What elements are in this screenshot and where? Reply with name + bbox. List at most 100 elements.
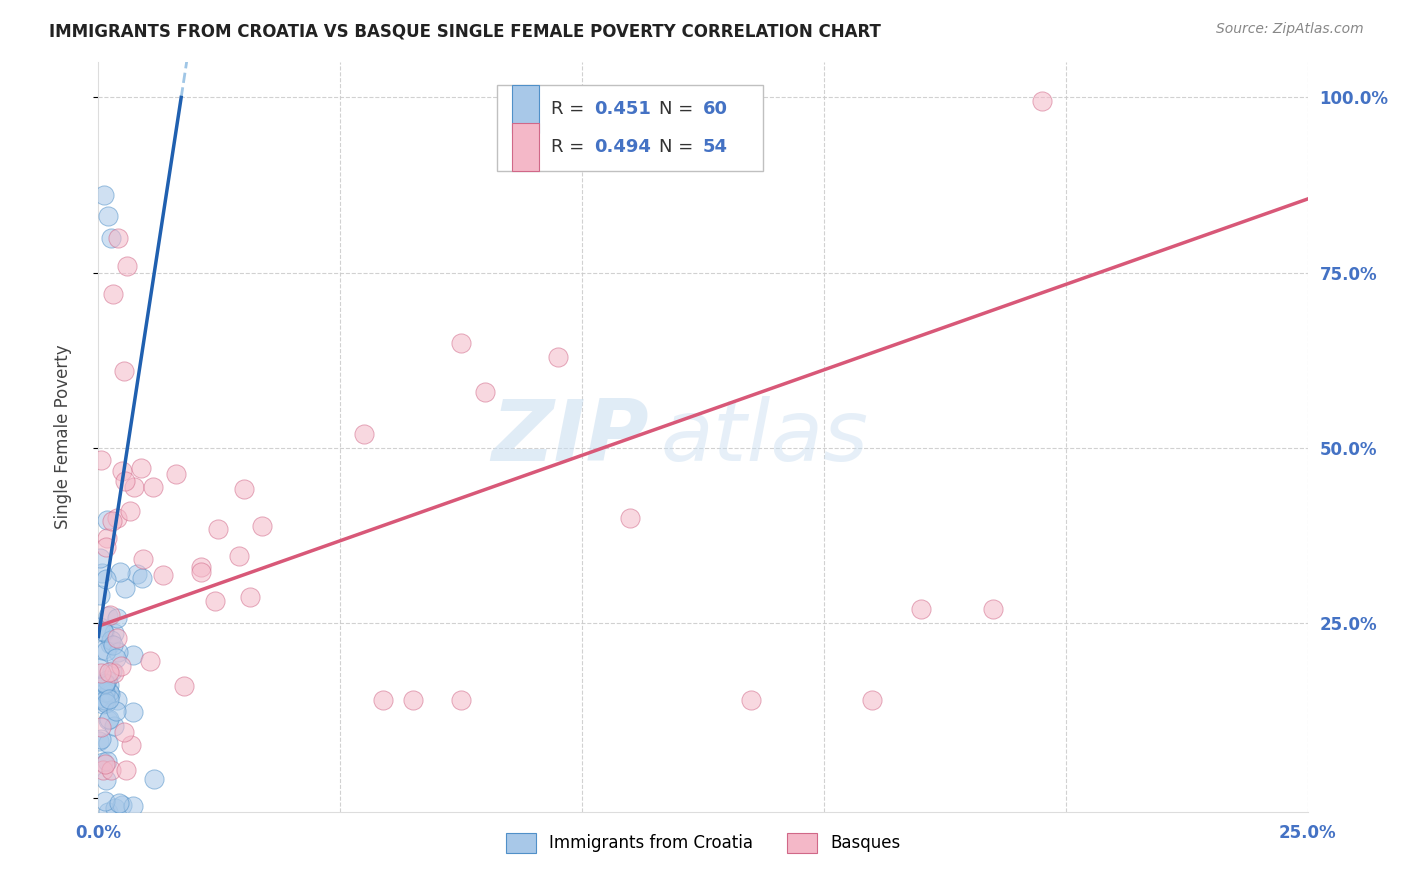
Point (100, 763, 122, 777)
Point (142, 772, 165, 786)
Point (93, 677, 115, 691)
Point (118, 504, 141, 518)
Point (910, 601, 932, 615)
Point (98, 685, 121, 699)
Point (122, 648, 145, 663)
Point (90, 666, 112, 681)
Point (93, 624, 115, 639)
Point (93, 188, 115, 202)
Point (96, 673, 118, 687)
Point (107, 230, 129, 244)
Point (111, 464, 134, 478)
Point (1031, 94, 1053, 108)
Point (97, 713, 120, 727)
Text: R =: R = (551, 138, 589, 156)
Point (117, 259, 139, 273)
FancyBboxPatch shape (512, 122, 538, 171)
Point (115, 763, 138, 777)
Point (103, 625, 125, 640)
Point (105, 704, 128, 718)
Point (97, 805, 120, 820)
Point (121, 705, 143, 719)
Point (547, 350, 569, 364)
Point (96, 531, 118, 545)
Point (111, 797, 134, 812)
Point (94, 540, 117, 554)
Point (94, 757, 117, 772)
Point (96, 754, 118, 768)
Point (114, 581, 136, 595)
Point (90, 642, 112, 657)
Point (114, 474, 136, 488)
Point (353, 426, 375, 441)
Point (105, 693, 128, 707)
Point (94, 794, 117, 808)
Y-axis label: Single Female Poverty: Single Female Poverty (53, 345, 72, 529)
Point (127, 566, 149, 581)
Point (94, 685, 117, 699)
Point (98, 607, 121, 622)
Point (132, 552, 155, 566)
Point (96, 772, 118, 787)
Point (97, 678, 120, 692)
Point (252, 519, 274, 533)
Text: N =: N = (659, 100, 699, 118)
Point (105, 510, 128, 524)
Point (90, 452, 112, 467)
Point (90, 720, 112, 734)
Point (97, 665, 120, 680)
Point (100, 230, 122, 244)
Point (105, 611, 128, 625)
Point (87, 691, 110, 706)
Point (94, 675, 117, 690)
Point (105, 631, 128, 645)
Point (94, 692, 117, 706)
Point (103, 719, 125, 733)
Point (122, 480, 145, 494)
FancyBboxPatch shape (512, 85, 538, 134)
Point (91, 624, 114, 639)
Point (89, 588, 111, 602)
Point (108, 565, 131, 579)
Point (90, 692, 112, 706)
Point (101, 286, 124, 301)
Point (131, 571, 153, 585)
Point (94, 696, 117, 710)
Point (91, 698, 114, 712)
Text: 54: 54 (703, 138, 728, 156)
Point (142, 480, 165, 494)
Text: N =: N = (659, 138, 699, 156)
Point (371, 693, 394, 707)
Point (90, 732, 112, 747)
Point (619, 510, 641, 524)
Point (91, 763, 114, 777)
Point (139, 654, 162, 668)
Text: 0.451: 0.451 (595, 100, 651, 118)
Point (97, 609, 120, 624)
Point (129, 461, 152, 475)
Point (100, 664, 122, 678)
Point (474, 384, 496, 399)
Text: 0.494: 0.494 (595, 138, 651, 156)
Point (107, 796, 129, 810)
Text: IMMIGRANTS FROM CROATIA VS BASQUE SINGLE FEMALE POVERTY CORRELATION CHART: IMMIGRANTS FROM CROATIA VS BASQUE SINGLE… (49, 22, 882, 40)
Point (96, 513, 118, 527)
Text: atlas: atlas (661, 395, 869, 479)
Point (112, 364, 135, 378)
Text: Source: ZipAtlas.com: Source: ZipAtlas.com (1216, 22, 1364, 37)
Point (89, 734, 111, 748)
Point (107, 645, 129, 659)
Point (152, 568, 174, 582)
Point (89, 551, 111, 566)
Point (190, 565, 212, 579)
Point (97, 736, 120, 750)
Point (98, 691, 121, 706)
Point (100, 633, 122, 648)
Text: R =: R = (551, 100, 589, 118)
Point (101, 514, 124, 528)
Point (98, 687, 121, 701)
Point (101, 638, 124, 652)
Point (190, 560, 212, 574)
Point (450, 335, 472, 350)
Point (98, 636, 121, 650)
